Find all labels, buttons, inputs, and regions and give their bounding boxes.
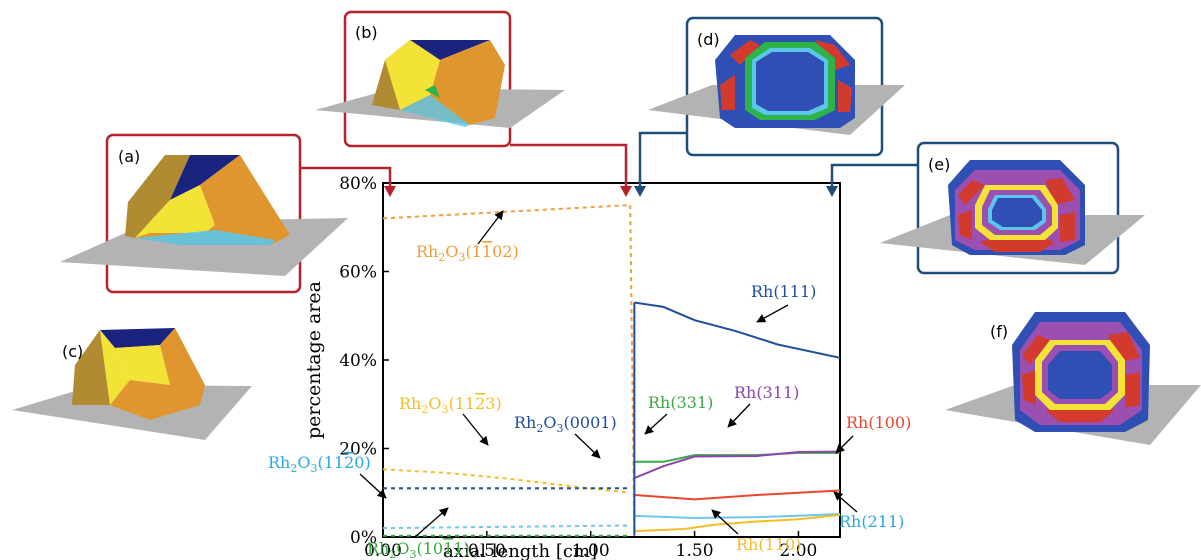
x-tick-label: 1.50 — [676, 541, 714, 560]
panel-f: (f) — [945, 312, 1201, 445]
panel-a: (a) — [60, 133, 348, 294]
arrow-rh2o3-1120 — [359, 473, 387, 499]
label-rh111: Rh(111) — [751, 282, 816, 301]
arrow-rh211 — [833, 491, 858, 513]
panel-b-label: (b) — [355, 23, 378, 42]
x-tick-label: 0.50 — [468, 541, 506, 560]
plot-frame — [382, 182, 841, 538]
series-line-1 — [382, 468, 631, 494]
y-tick-label: 0% — [350, 528, 377, 548]
series-line-5 — [634, 301, 841, 359]
arrow-rh111 — [756, 304, 789, 323]
panel-e-label: (e) — [928, 155, 950, 174]
y-tick-label: 80% — [339, 174, 377, 194]
arrow-rh100 — [835, 435, 854, 454]
label-rh211: Rh(211) — [839, 512, 904, 531]
label-rh100: Rh(100) — [846, 413, 911, 432]
x-tick-label: 0.00 — [364, 541, 402, 560]
y-axis-label: percentage area — [303, 281, 325, 439]
arrow-rh2o3-0001 — [574, 433, 601, 459]
panel-d-label: (d) — [697, 30, 720, 49]
connector-a — [300, 166, 392, 194]
arrow-rh2o3-1123 — [462, 413, 489, 446]
series-line-9 — [634, 513, 841, 520]
connector-b — [510, 143, 628, 194]
x-axis-label: axial length [cm] — [443, 541, 597, 560]
panel-b-frame — [343, 10, 512, 148]
arrow-rh311 — [727, 403, 751, 428]
arrow-rh331 — [644, 413, 668, 435]
series-annotations: Rh2O3(1102) Rh2O3(1123) Rh2O3(0001) Rh2O… — [268, 210, 911, 560]
series-line-10 — [634, 513, 841, 533]
x-axis-ticks: 0.00 0.50 1.00 1.50 2.00 — [364, 531, 817, 560]
panel-e: (e) — [880, 141, 1145, 275]
panel-d: (d) — [648, 16, 905, 157]
panel-a-frame — [105, 133, 302, 294]
panel-connectors — [300, 131, 918, 197]
label-rh110: Rh(110) — [736, 535, 801, 554]
series-line-7 — [633, 450, 841, 480]
arrow-rh2o3-1102 — [477, 210, 504, 245]
chart: 0% 20% 40% 60% 80% 0.00 0.50 1.00 1.50 2.00 perc… — [303, 174, 841, 560]
connector-a-arrowhead — [384, 186, 396, 197]
series-line-3 — [382, 524, 631, 530]
arrow-rh2o3-1011 — [414, 507, 449, 538]
connector-d — [638, 131, 688, 194]
panel-a-label: (a) — [118, 147, 140, 166]
label-rh2o3-1102: Rh2O3(1102) — [416, 242, 519, 264]
panel-f-label: (f) — [990, 322, 1008, 341]
series-line-8 — [634, 489, 841, 501]
y-tick-label: 60% — [339, 263, 377, 283]
series-layer — [382, 204, 841, 537]
connector-e — [830, 163, 918, 194]
series-line-0 — [382, 204, 631, 220]
arrow-rh110 — [711, 509, 739, 535]
x-tick-label: 1.00 — [572, 541, 610, 560]
connector-e-arrowhead — [826, 186, 838, 197]
label-rh2o3-0001: Rh2O3(0001) — [514, 413, 617, 435]
label-rh2o3-1123: Rh2O3(1123) — [399, 394, 502, 416]
connector-d-arrowhead — [634, 186, 646, 197]
panel-c-label: (c) — [62, 342, 83, 361]
label-rh331: Rh(331) — [648, 393, 713, 412]
connector-b-arrowhead — [620, 186, 632, 197]
label-rh2o3-1011: Rh2O3(1011) — [367, 539, 470, 560]
panel-e-frame — [916, 141, 1120, 275]
y-axis-ticks: 0% 20% 40% 60% 80% — [339, 174, 389, 548]
label-rh311: Rh(311) — [734, 383, 799, 402]
panel-c: (c) — [12, 328, 252, 440]
x-tick-label: 2.00 — [780, 541, 818, 560]
panel-b: (b) — [315, 10, 565, 148]
y-tick-label: 40% — [339, 351, 377, 371]
label-rh2o3-1120: Rh2O3(1120) — [268, 453, 371, 475]
y-tick-label: 20% — [339, 440, 377, 460]
